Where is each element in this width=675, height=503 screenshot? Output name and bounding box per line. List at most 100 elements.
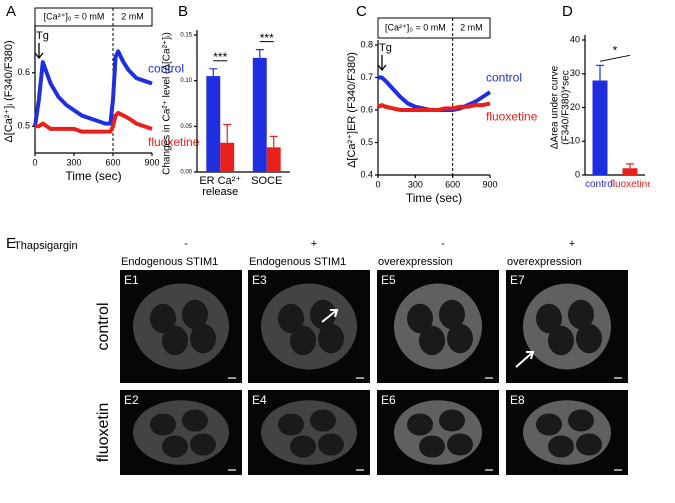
nucleus: [318, 433, 344, 456]
panel-id: E8: [510, 393, 525, 407]
nucleus: [568, 299, 594, 330]
significance-label: ***: [213, 50, 227, 64]
panel-letter: E: [6, 235, 16, 252]
bar: [220, 142, 235, 172]
x-tick-label-box: fluoxetine: [610, 179, 650, 190]
header-box: [377, 17, 491, 39]
nucleus: [419, 325, 445, 356]
treatment-sign: +: [311, 238, 317, 250]
panel-id: E5: [381, 273, 396, 287]
nucleus: [576, 323, 602, 354]
x-tick-label: 300: [408, 179, 423, 189]
series-line: [377, 101, 491, 112]
y-tick-label: 0.6: [17, 67, 30, 77]
nucleus: [278, 303, 304, 334]
x-tick-label: 900: [144, 157, 159, 167]
panel-id: E6: [381, 393, 396, 407]
panel-letter: D: [562, 3, 573, 20]
y-axis-label: ΔArea under curve (F340/F380)*sec: [549, 65, 571, 150]
error-bar: [626, 163, 634, 169]
header-right: 2 mM: [460, 22, 483, 32]
nucleus: [419, 435, 445, 458]
y-tick-label: 0.5: [360, 137, 373, 147]
series-label: control: [148, 62, 184, 76]
nucleus: [407, 303, 433, 334]
nucleus: [439, 409, 465, 432]
bar: [266, 147, 281, 172]
nucleus: [150, 303, 176, 334]
error-bar: [223, 123, 232, 143]
nucleus: [548, 325, 574, 356]
x-tick-label: 600: [445, 179, 460, 189]
significance-label: ***: [260, 31, 274, 45]
treatment-sign: -: [184, 238, 188, 250]
x-tick-label: SOCE: [251, 176, 283, 187]
y-axis-label: Δ[Ca²⁺]ᵢ (F340/F380): [3, 40, 15, 142]
panel-id: E1: [124, 273, 139, 287]
treatment-sign: +: [569, 238, 575, 250]
panel-letter: B: [178, 3, 188, 20]
treatment-sign: -: [441, 238, 445, 250]
nucleus: [447, 433, 473, 456]
significance-label: *: [613, 43, 618, 57]
nucleus: [278, 413, 304, 436]
x-tick-label: ER Ca²⁺ release: [199, 176, 242, 198]
nucleus: [310, 409, 336, 432]
nucleus: [439, 299, 465, 330]
y-tick-label: 0.8: [360, 39, 373, 49]
x-axis-label: Time (sec): [65, 169, 121, 183]
marker-arrow: [34, 43, 44, 60]
nucleus: [318, 323, 344, 354]
bar: [622, 168, 638, 175]
column-header: overexpression: [378, 256, 453, 268]
y-axis-label-box: Changes in Ca²⁺ level (Δ[Ca²⁺]ᵢ): [161, 32, 172, 175]
nucleus: [576, 433, 602, 456]
cell-cluster: [261, 283, 357, 370]
panel-letter: A: [6, 3, 16, 20]
bar: [592, 80, 608, 175]
x-tick-label: 600: [105, 157, 120, 167]
treatment-label: Thapsigargin: [14, 240, 78, 252]
panel-letter: C: [356, 3, 367, 20]
x-tick-label-box: control: [585, 179, 615, 190]
y-axis-label: Changes in Ca²⁺ level (Δ[Ca²⁺]ᵢ): [161, 32, 172, 175]
series-label: fluoxetine: [486, 110, 538, 124]
x-tick-label: 0: [375, 179, 380, 189]
marker-label: Tg: [36, 30, 49, 42]
series-label: control: [486, 70, 522, 84]
nucleus: [190, 433, 216, 456]
error-bar: [596, 64, 604, 81]
y-tick-label: 0: [575, 169, 580, 179]
panel-id: E2: [124, 393, 139, 407]
y-tick-label: 0.6: [360, 104, 373, 114]
y-tick-label: 10: [570, 136, 580, 146]
cell-cluster: [523, 283, 611, 370]
marker-arrow: [377, 55, 387, 72]
y-tick-label: 0.10: [180, 78, 192, 84]
nucleus: [536, 303, 562, 334]
y-tick-label: 0.4: [360, 169, 373, 179]
y-tick-label: 0.15: [180, 33, 192, 39]
arrow: [321, 309, 339, 323]
nucleus: [190, 323, 216, 354]
y-axis-label-box: ΔArea under curve (F340/F380)*sec: [549, 65, 571, 150]
bar: [206, 76, 221, 172]
y-tick-label: 0.5: [17, 121, 30, 131]
nucleus: [290, 435, 316, 458]
y-tick-label: 20: [570, 102, 580, 112]
error-bar: [209, 68, 218, 77]
nucleus: [290, 325, 316, 356]
cell-cluster: [394, 283, 482, 370]
nucleus: [536, 413, 562, 436]
nucleus: [162, 325, 188, 356]
header-box: [34, 7, 153, 27]
series-line: [33, 49, 153, 127]
nucleus: [407, 413, 433, 436]
y-tick-label: 0.7: [360, 72, 373, 82]
series-line: [35, 110, 153, 134]
header-left: [Ca²⁺]₀ = 0 mM: [44, 11, 105, 21]
row-label: control: [95, 302, 112, 350]
column-header: Endogenous STIM1: [249, 256, 346, 268]
panel-id: E3: [252, 273, 267, 287]
